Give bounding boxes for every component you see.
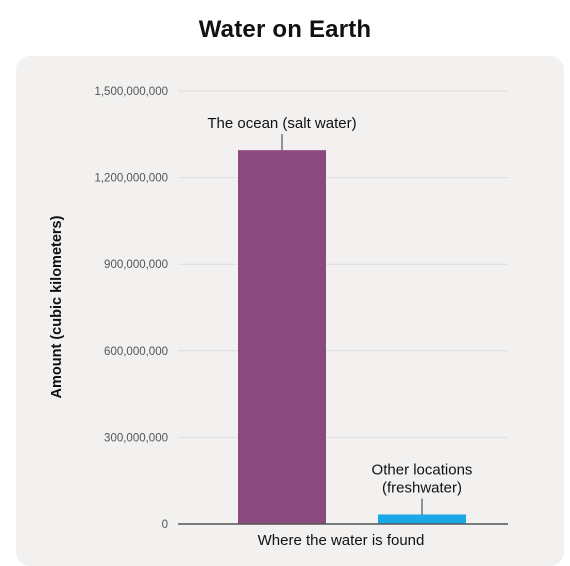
- y-tick-label: 600,000,000: [104, 346, 168, 358]
- bar: [378, 514, 466, 524]
- bar-label: Other locations: [372, 461, 473, 478]
- y-axis-title: Amount (cubic kilometers): [49, 215, 65, 398]
- bar-chart: 0 300,000,000 600,000,000 900,000,000 1,200,…: [49, 86, 508, 549]
- bar: [238, 150, 326, 524]
- y-tick-label: 900,000,000: [104, 259, 168, 271]
- x-axis-title: Where the water is found: [258, 532, 425, 549]
- chart-title: Water on Earth: [198, 16, 372, 43]
- y-tick-label: 0: [162, 519, 168, 531]
- bar-label: (freshwater): [382, 479, 462, 496]
- y-tick-label: 1,200,000,000: [94, 173, 168, 185]
- bar-label: The ocean (salt water): [207, 115, 356, 132]
- y-tick-label: 1,500,000,000: [94, 86, 168, 98]
- y-tick-label: 300,000,000: [104, 432, 168, 444]
